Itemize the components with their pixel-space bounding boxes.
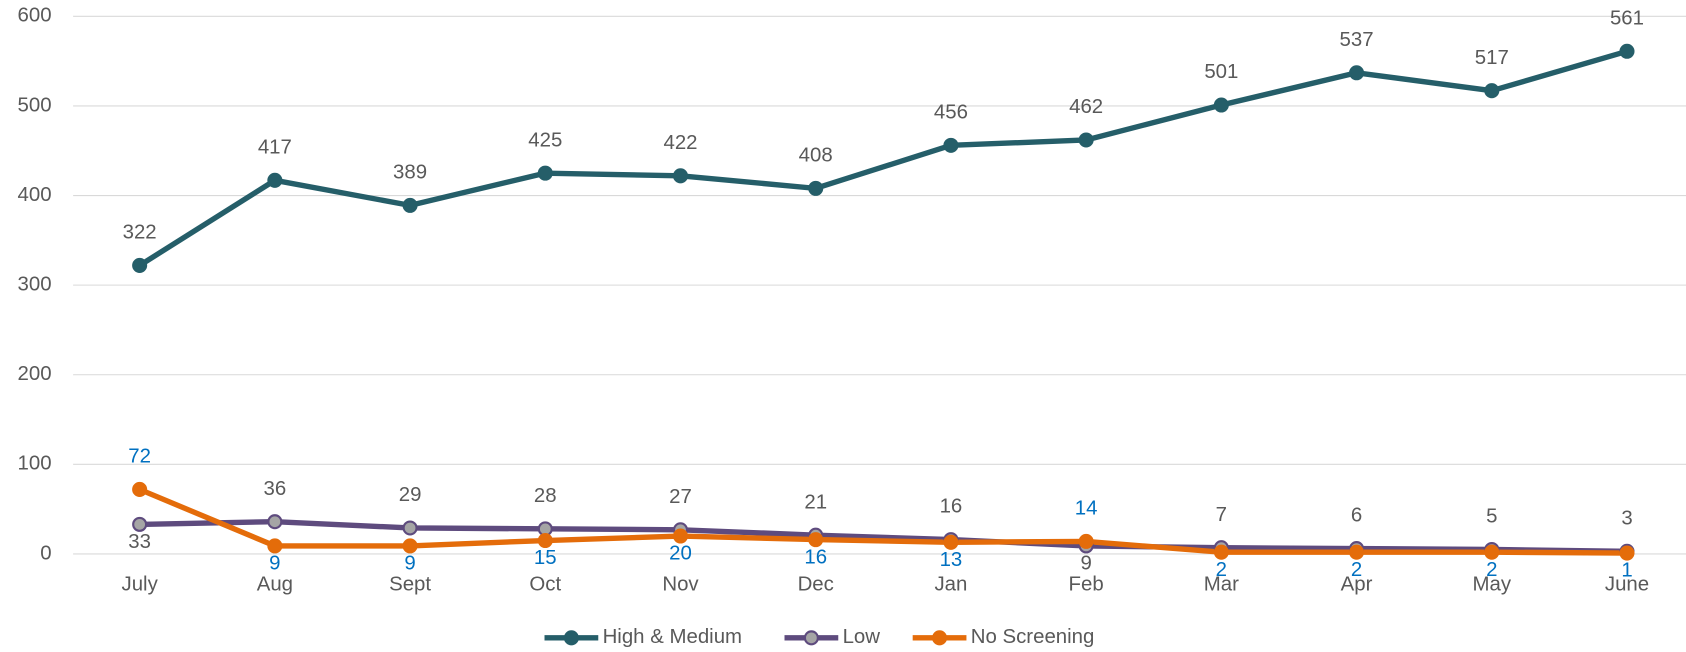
y-tick-label: 400: [18, 184, 52, 206]
y-tick-label: 600: [18, 5, 52, 27]
x-tick-label: May: [1473, 574, 1512, 596]
marker: [402, 197, 418, 213]
data-label: 6: [1351, 505, 1362, 527]
marker: [267, 538, 283, 554]
data-label: 322: [123, 222, 157, 244]
legend-marker: [932, 630, 948, 646]
y-tick-label: 100: [18, 453, 52, 475]
data-label: 456: [934, 101, 968, 123]
series-line: [138, 486, 1628, 556]
y-tick-label: 300: [18, 274, 52, 296]
x-tick-label: Apr: [1341, 574, 1373, 596]
data-label: 14: [1075, 498, 1098, 520]
marker: [672, 168, 689, 184]
x-tick-label: Nov: [662, 574, 699, 596]
data-label: 462: [1069, 96, 1103, 118]
legend: High & Medium Low No Screening: [544, 626, 1095, 648]
data-label: 2: [1486, 559, 1497, 581]
marker: [808, 532, 824, 548]
marker: [537, 532, 553, 549]
marker: [1484, 83, 1500, 99]
x-tick-label: June: [1605, 574, 1649, 596]
data-label: 21: [804, 491, 827, 513]
marker: [402, 520, 418, 536]
x-tick-label: Feb: [1069, 574, 1104, 596]
marker: [1078, 533, 1094, 549]
legend-marker: [563, 630, 579, 646]
data-label: 2: [1351, 559, 1362, 581]
x-tick-label: July: [122, 574, 159, 596]
data-label: 13: [940, 549, 963, 571]
marker: [1349, 544, 1365, 560]
data-label: 29: [399, 484, 422, 506]
marker: [1213, 97, 1229, 113]
data-label: 517: [1475, 47, 1509, 69]
data-label: 561: [1610, 7, 1644, 29]
data-label: 15: [534, 547, 557, 569]
data-label: 33: [128, 531, 151, 553]
marker: [943, 534, 959, 550]
data-label: 28: [534, 485, 557, 507]
x-tick-label: Oct: [529, 574, 561, 596]
data-label: 36: [264, 478, 287, 500]
data-label: 422: [663, 132, 697, 154]
marker: [1078, 132, 1094, 148]
data-label: 9: [1080, 553, 1091, 575]
data-label: 9: [269, 553, 280, 575]
marker: [267, 514, 283, 530]
marker: [1619, 43, 1635, 59]
data-label: 5: [1486, 506, 1497, 528]
data-label: 16: [804, 546, 827, 568]
data-label: 1: [1621, 560, 1632, 582]
marker: [1619, 545, 1635, 561]
legend-marker: [803, 630, 819, 646]
data-label: 501: [1204, 61, 1238, 83]
data-label: 9: [404, 553, 415, 575]
marker: [1484, 544, 1500, 560]
marker: [402, 538, 418, 554]
x-tick-label: Aug: [257, 574, 293, 596]
data-label: 408: [799, 145, 833, 167]
legend-label: Low: [843, 626, 881, 648]
data-label: 2: [1216, 559, 1227, 581]
x-tick-label: Dec: [798, 574, 834, 596]
marker: [943, 137, 959, 153]
y-tick-label: 200: [18, 363, 52, 385]
data-label: 16: [940, 496, 963, 518]
data-label: 389: [393, 162, 427, 184]
y-tick-label: 0: [40, 542, 51, 564]
x-tick-label: Mar: [1204, 574, 1239, 596]
marker: [808, 180, 824, 196]
x-tick-label: Sept: [389, 574, 431, 596]
series-line: [138, 48, 1628, 268]
marker: [1349, 65, 1365, 81]
series-line: [139, 519, 1628, 554]
marker: [537, 165, 553, 181]
marker: [132, 516, 148, 532]
marker: [132, 481, 148, 497]
data-label: 7: [1216, 504, 1227, 526]
data-label: 537: [1340, 29, 1374, 51]
marker: [672, 528, 689, 544]
data-label: 425: [528, 129, 562, 151]
marker: [267, 172, 283, 188]
data-label: 72: [128, 446, 151, 468]
marker: [1213, 544, 1229, 560]
data-label: 417: [258, 136, 292, 158]
x-tick-label: Jan: [934, 574, 967, 596]
data-label: 27: [669, 486, 692, 508]
marker: [132, 257, 148, 273]
y-tick-label: 500: [18, 94, 52, 116]
legend-label: High & Medium: [603, 626, 742, 648]
data-label: 20: [669, 543, 692, 565]
data-label: 3: [1621, 507, 1632, 529]
legend-label: No Screening: [971, 626, 1095, 648]
